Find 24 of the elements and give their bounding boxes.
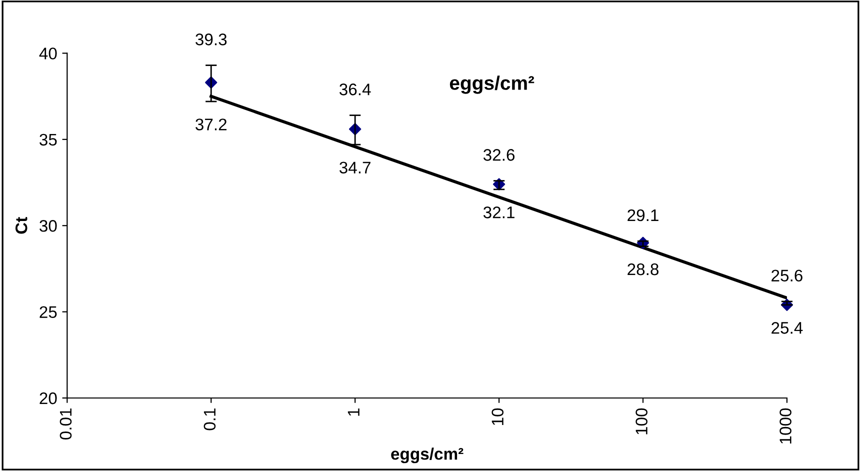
y-tick-label: 20 — [40, 392, 57, 404]
x-tick-label: 1000 — [780, 408, 792, 444]
x-axis-title: eggs/cm² — [391, 448, 464, 464]
y-tick-label: 25 — [40, 306, 57, 318]
annotation: 37.2 — [196, 118, 226, 130]
annotation: 25.6 — [772, 270, 802, 282]
annotation: 32.6 — [483, 149, 515, 161]
y-tick-label: 40 — [39, 48, 57, 60]
annotation: 36.4 — [339, 84, 371, 96]
annotation: 29.1 — [628, 209, 658, 222]
text: eggs/cm² — [450, 76, 534, 94]
annotation: 25.4 — [772, 322, 803, 334]
annotation: 34.7 — [339, 162, 370, 174]
x-tick-label: 1 — [348, 408, 360, 416]
y-axis-title: Ct — [15, 217, 28, 234]
x-tick-label: 0.1 — [204, 408, 216, 430]
x-tick-label: 0.01 — [60, 408, 72, 440]
annotation: 32.1 — [483, 206, 514, 218]
y-tick-label: 35 — [40, 134, 57, 146]
x-tick-label: 10 — [492, 408, 504, 425]
annotation: 28.8 — [628, 263, 658, 276]
x-tick-label: 100 — [636, 408, 648, 434]
annotation: 39.3 — [196, 34, 227, 46]
y-tick-label: 30 — [40, 220, 57, 232]
